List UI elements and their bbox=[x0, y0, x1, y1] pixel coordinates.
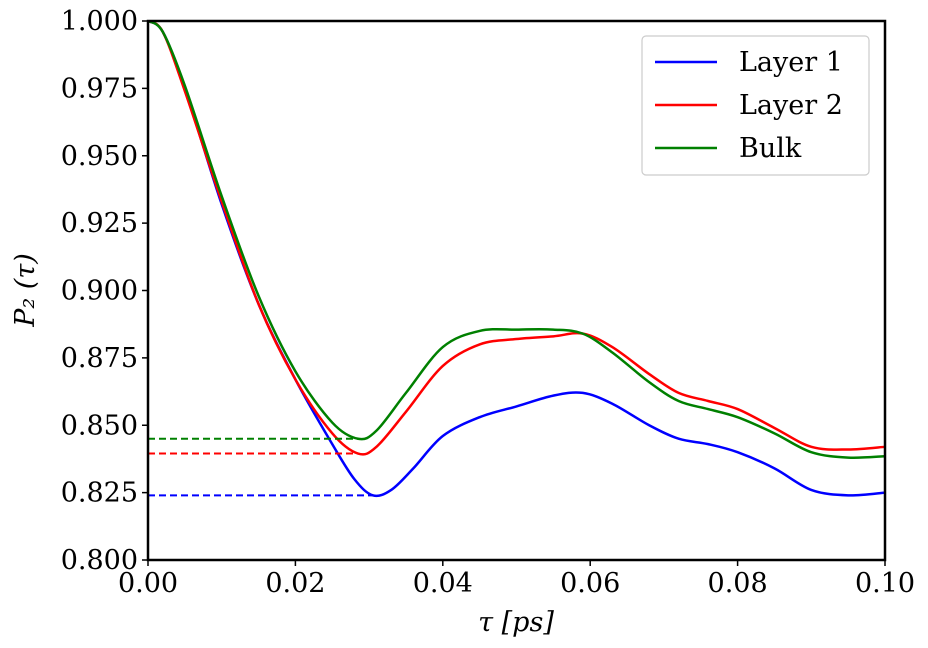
legend-items: Layer 1 Layer 2 Bulk bbox=[655, 47, 843, 164]
y-tick-label: 0.850 bbox=[61, 410, 138, 441]
x-tick-label: 0.02 bbox=[265, 568, 325, 599]
y-tick-label: 0.825 bbox=[61, 478, 138, 509]
y-tick-label: 1.000 bbox=[61, 6, 138, 37]
y-axis-label: P₂ (τ) bbox=[10, 253, 41, 328]
y-tick-label: 0.800 bbox=[61, 545, 138, 576]
y-tick-label: 0.925 bbox=[61, 208, 138, 239]
x-tick-label: 0.10 bbox=[855, 568, 915, 599]
plot-lines bbox=[147, 19, 886, 498]
reference-lines bbox=[148, 437, 373, 497]
x-tick-label: 0.04 bbox=[413, 568, 473, 599]
legend-label-1: Layer 1 bbox=[739, 47, 843, 78]
x-tick-label: 0.00 bbox=[118, 568, 178, 599]
series-line-3 bbox=[147, 19, 886, 459]
x-tick-label: 0.06 bbox=[560, 568, 620, 599]
x-axis-label: τ [ps] bbox=[478, 607, 554, 638]
legend-label-2: Layer 2 bbox=[739, 90, 843, 121]
legend-box bbox=[641, 35, 870, 176]
series-line-2 bbox=[147, 19, 886, 456]
x-tick-label: 0.08 bbox=[708, 568, 768, 599]
y-tick-label: 0.950 bbox=[61, 141, 138, 172]
y-tick-label: 0.875 bbox=[61, 343, 138, 374]
y-axis-ticks: 0.800 0.825 0.850 0.875 0.900 0.925 0.950 0.975… bbox=[61, 6, 148, 576]
y-tick-label: 0.900 bbox=[61, 276, 138, 307]
legend-label-3: Bulk bbox=[739, 133, 802, 164]
y-tick-label: 0.975 bbox=[61, 73, 138, 104]
x-axis-ticks: 0.00 0.02 0.04 0.06 0.08 0.10 bbox=[118, 560, 915, 599]
legend: Layer 1 Layer 2 Bulk bbox=[641, 35, 870, 176]
